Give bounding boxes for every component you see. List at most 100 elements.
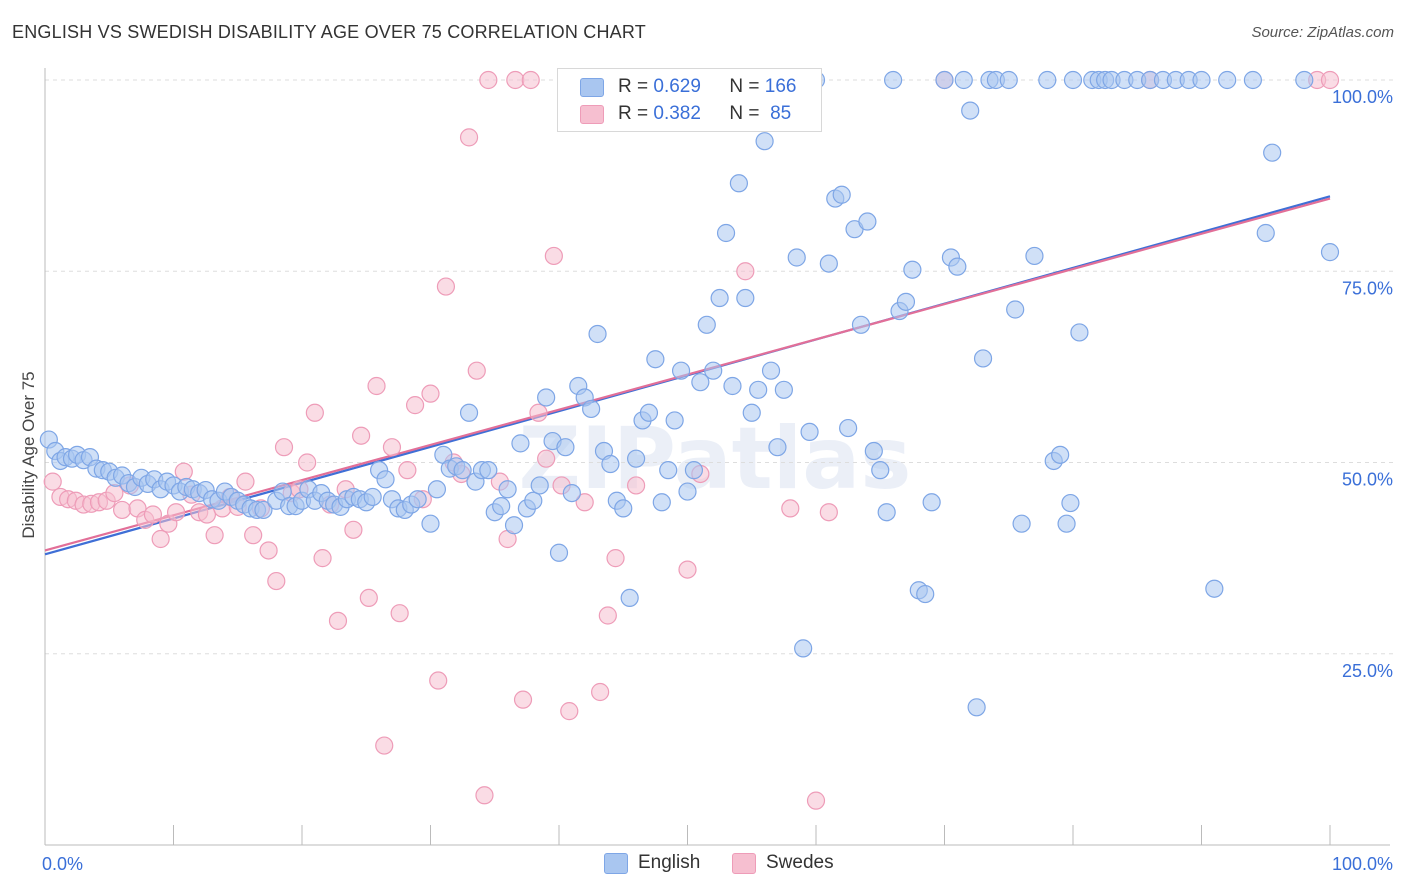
english-point [999,70,1018,90]
swedes-point [166,503,186,522]
swedes-point [475,786,494,805]
swedes-point [678,560,697,579]
english-point [1063,70,1083,90]
english-point [659,461,678,480]
x-tick-label: 100.0% [1332,854,1393,874]
legend-item-english[interactable]: English [604,852,700,874]
english-point [961,101,980,120]
swedes-point [236,472,255,491]
swedes-point [274,438,294,457]
english-point [1320,243,1340,262]
english-point [562,484,581,503]
english-point [749,380,768,399]
r-label: R = [618,103,649,124]
english-point [684,461,704,480]
swedes-point [382,438,402,457]
swedes-swatch [580,104,604,124]
swedes-point [819,503,838,522]
english-point [948,257,967,276]
english-point [626,449,646,468]
n-label: N = [729,76,760,97]
swedes-point [344,520,363,539]
english-point [601,454,620,474]
english-point [954,70,973,90]
english-point [588,324,607,344]
source-label: Source: ZipAtlas.com [1251,24,1394,41]
tick-labels: 25.0% 50.0% 75.0% 100.0% 0.0% 100.0% [42,87,1393,874]
english-point [492,497,511,516]
english-point [1070,323,1089,342]
english-point [1256,223,1275,243]
english-point [408,490,427,509]
english-point [973,349,993,368]
english-point [832,185,851,204]
swedes-point [298,453,317,472]
swedes-point [736,262,755,281]
english-point [710,288,729,308]
swedes-point [459,128,479,147]
english-point [665,411,684,430]
english-point [254,500,273,520]
swedes-point [197,505,217,524]
swedes-point [151,529,170,549]
english-point [871,461,890,480]
swedes-point [259,541,278,560]
english-point [646,350,665,369]
english-point [524,491,543,510]
english-point [639,403,659,422]
english-point [742,403,761,422]
english-point [691,373,710,392]
y-tick-label: 25.0% [1342,661,1393,681]
english-point [1243,70,1263,90]
english-point [1218,70,1237,90]
english-point [967,698,986,717]
english-point [504,516,524,535]
english-point [858,212,877,231]
english-point [716,223,736,243]
legend-item-swedes[interactable]: Swedes [732,852,834,874]
swedes-point [606,549,625,568]
swedes-point [1320,70,1340,90]
swedes-point [398,461,417,480]
swedes-point [436,277,456,296]
swedes-point [405,396,425,415]
english-point [1192,70,1211,90]
english-point [1038,70,1057,90]
swedes-point [352,426,371,445]
english-point [794,639,813,658]
swedes-point [305,403,324,422]
swedes-point [560,702,579,721]
english-point [1006,300,1025,319]
english-point [697,315,716,334]
swedes-point [143,505,163,524]
english-point [530,476,549,495]
swedes-point [467,361,486,380]
swedes-point [591,682,610,702]
swedes-point [529,403,548,422]
swedes-point [359,588,378,608]
r-label: R = [618,76,649,97]
english-point [819,254,838,273]
legend-row-english: R = 0.629 N = 166 [580,75,796,99]
english-point [453,461,472,480]
english-point [774,380,793,399]
axes [44,68,1390,846]
english-point [922,493,941,512]
english-point [376,470,395,489]
swedes-point [390,604,409,623]
english-point [678,482,697,501]
english-point [421,514,440,533]
y-tick-label: 75.0% [1342,278,1393,298]
swedes-point [479,70,498,90]
english-point [363,487,382,507]
swedes-point [781,499,800,518]
english-point [1012,514,1031,533]
english-point [800,422,819,441]
swedes-point [43,472,62,491]
english-point [1061,493,1080,513]
chart-title: ENGLISH VS SWEDISH DISABILITY AGE OVER 7… [12,22,646,42]
english-point [498,480,517,499]
series-legend: English Swedes [0,852,1406,878]
english-point [729,174,749,193]
english-n-value: 166 [764,76,797,97]
